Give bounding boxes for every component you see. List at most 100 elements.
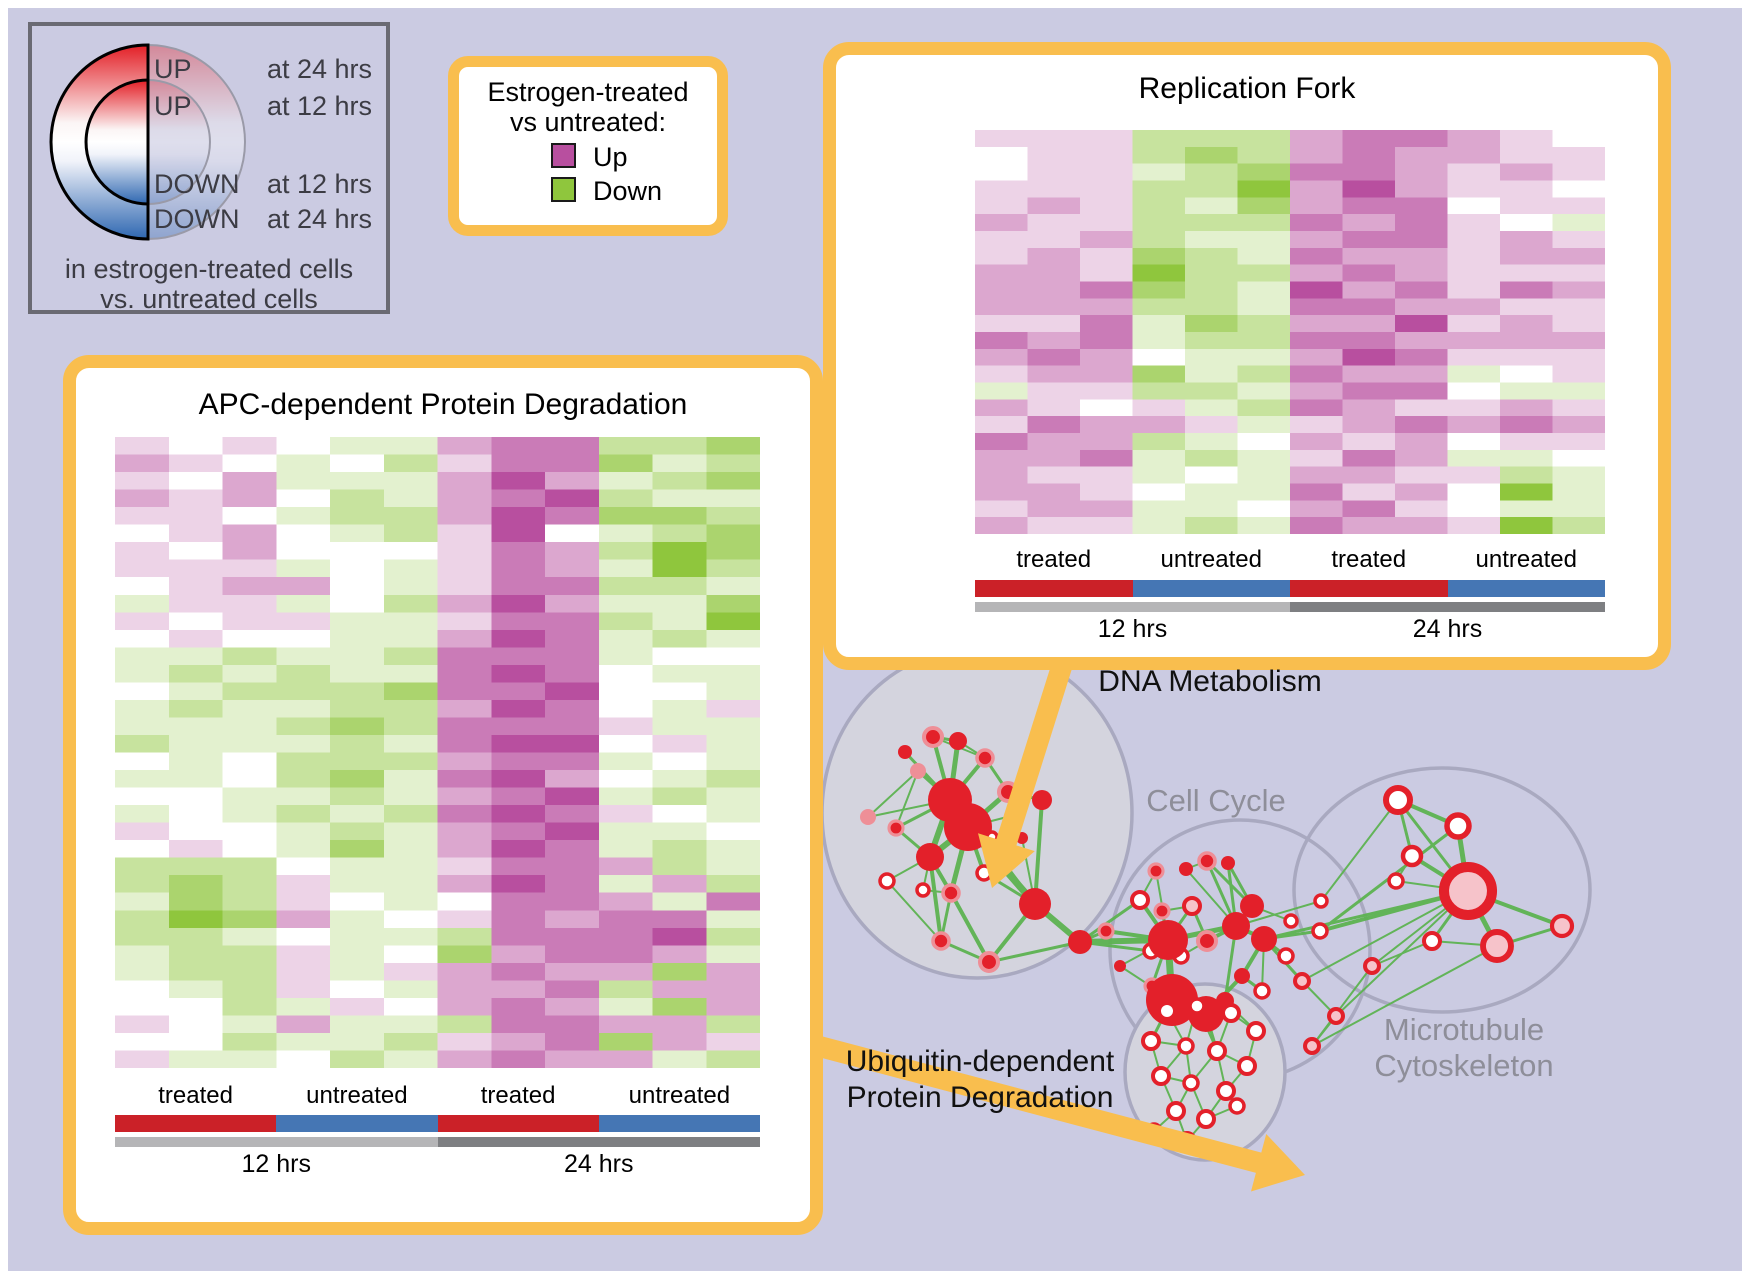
time-label: 12 hrs	[241, 1150, 311, 1178]
cluster-label-line: Cell Cycle	[1146, 783, 1286, 818]
condition-label: treated	[158, 1082, 233, 1109]
cluster-label-cell-cycle: Cell Cycle	[1146, 783, 1286, 819]
gene-node-halo	[1197, 851, 1217, 871]
time-label: 24 hrs	[1412, 615, 1483, 643]
color-key-item-up: Up	[459, 142, 717, 173]
gene-node-ring	[1188, 997, 1206, 1015]
gene-node-ringpink	[1549, 913, 1575, 939]
key-word: DOWN	[154, 204, 240, 234]
gene-node-ring	[915, 882, 931, 898]
gene-node-solid	[1019, 888, 1051, 920]
condition-label: untreated	[628, 1082, 731, 1109]
key-time: at 24 hrs	[266, 54, 372, 84]
color-key-title-line1: Estrogen-treated	[487, 77, 689, 107]
gene-node-ring	[1182, 1074, 1200, 1092]
time-label: 12 hrs	[1097, 615, 1168, 643]
time-label: 24 hrs	[564, 1150, 634, 1178]
gene-node-ring	[1400, 844, 1424, 868]
gene-node-solid	[1179, 862, 1193, 876]
key-word: DOWN	[154, 169, 240, 199]
gene-node-halo	[1195, 929, 1219, 953]
cluster-label-line: Protein Degradation	[846, 1081, 1114, 1114]
time-labels: 12 hrs 24 hrs	[975, 615, 1605, 647]
key-row-up-24: UP at 24 hrs	[32, 54, 386, 86]
ring-diagram-icon	[49, 43, 246, 241]
replication-fork-heatmap-cells	[975, 130, 1605, 534]
gene-node-halo	[941, 883, 961, 903]
gene-node-ring	[1141, 1031, 1161, 1051]
condition-bar	[1447, 580, 1605, 597]
callout-arrow	[792, 1029, 1305, 1192]
time-bar	[1290, 602, 1605, 612]
time-bar	[437, 1137, 760, 1147]
cluster-label-ubiquitin-degradation: Ubiquitin-dependent Protein Degradation	[846, 1044, 1115, 1116]
condition-label: treated	[480, 1082, 556, 1109]
cluster-label-dna-metabolism: DNA Metabolism	[1098, 664, 1321, 700]
gene-node-solid	[1148, 920, 1188, 960]
gene-node-ring	[1166, 1101, 1186, 1121]
up-color-swatch	[551, 143, 576, 168]
condition-labels: treated untreated treated untreated	[115, 1082, 760, 1110]
gene-node-halo	[921, 725, 945, 749]
apc-panel-title: APC-dependent Protein Degradation	[198, 388, 688, 421]
condition-labels: treated untreated treated untreated	[975, 546, 1605, 574]
callout-arrow	[978, 636, 1081, 888]
key-word: UP	[154, 54, 192, 84]
key-row-down-24: DOWN at 24 hrs	[32, 204, 386, 236]
gene-node-ring	[878, 872, 896, 890]
cluster-label-line: Ubiquitin-dependent	[845, 1045, 1115, 1078]
gene-node-ring	[1444, 812, 1472, 840]
gene-node-ring	[1237, 1056, 1257, 1076]
gene-node-halo	[1147, 862, 1165, 880]
apc-degradation-panel: APC-dependent Protein Degradation treate…	[63, 355, 823, 1235]
gene-node-ring	[1253, 982, 1271, 1000]
gene-node-ring	[1207, 1041, 1227, 1061]
down-label: Down	[593, 176, 663, 206]
key-time: at 24 hrs	[266, 204, 372, 234]
gene-node-ringpink	[1293, 972, 1311, 990]
condition-label: untreated	[1160, 546, 1262, 573]
gene-node-ring	[1196, 1109, 1216, 1129]
estrogen-color-key-box: Estrogen-treated vs untreated: Up Down	[448, 56, 728, 236]
gene-node-ring	[1177, 1037, 1195, 1055]
gene-node-ringpink	[1182, 896, 1202, 916]
gene-node-solid	[1251, 926, 1277, 952]
network-nodes	[860, 725, 1575, 1151]
key-word: UP	[154, 91, 192, 121]
condition-bar	[115, 1115, 277, 1132]
gene-node-pink	[860, 809, 876, 825]
gene-node-ring	[1246, 1021, 1266, 1041]
key-row-up-12: UP at 12 hrs	[32, 91, 386, 123]
replication-fork-heatmap	[975, 130, 1605, 534]
apc-dependent-protein-degradation-heatmap-cells	[115, 437, 760, 1068]
key-caption-line1: in estrogen-treated cells	[64, 254, 354, 284]
gene-node-solid	[1234, 968, 1250, 984]
time-labels: 12 hrs 24 hrs	[115, 1150, 760, 1182]
condition-bar	[1132, 580, 1290, 597]
condition-label: treated	[1016, 546, 1092, 573]
condition-bar	[1290, 580, 1448, 597]
gene-node-ringpink	[1480, 929, 1514, 963]
key-time: at 12 hrs	[266, 91, 372, 121]
gene-node-halo	[887, 819, 905, 837]
gene-node-halo	[975, 748, 995, 768]
gene-node-pink	[910, 763, 926, 779]
key-caption-line2: vs. untreated cells	[100, 284, 318, 314]
gene-node-ringpink	[1438, 861, 1498, 921]
condition-label: untreated	[1475, 546, 1577, 573]
color-key-item-down: Down	[459, 176, 717, 207]
gene-node-ring	[1216, 1081, 1236, 1101]
condition-color-bars	[975, 580, 1605, 597]
gene-node-solid	[949, 732, 967, 750]
gene-node-solid	[1032, 790, 1052, 810]
condition-bar	[598, 1115, 760, 1132]
condition-label: treated	[1331, 546, 1407, 573]
cluster-label-line: DNA Metabolism	[1098, 665, 1322, 698]
time-bar	[115, 1137, 438, 1147]
up-label: Up	[593, 142, 628, 172]
gene-node-ring	[1157, 1001, 1177, 1021]
gene-node-solid	[916, 843, 944, 871]
gene-node-halo	[1153, 902, 1171, 920]
